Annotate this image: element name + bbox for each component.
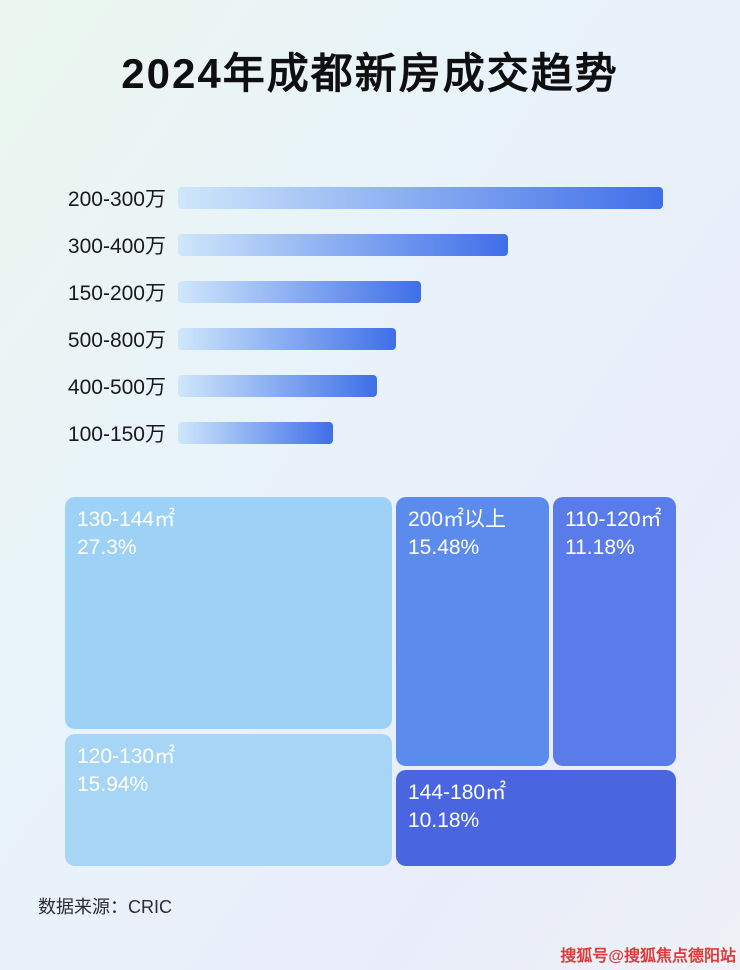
bar-row: 500-800万 — [36, 315, 706, 362]
treemap-block-110-120: 110-120㎡ 11.18% — [553, 497, 676, 766]
treemap-block-label: 144-180㎡ — [408, 781, 507, 804]
bar-category-label: 150-200万 — [67, 281, 166, 305]
bar-row: 300-400万 — [36, 221, 706, 268]
treemap-block-label: 200㎡以上 — [408, 508, 507, 531]
bar — [178, 374, 377, 397]
treemap-block-label: 110-120㎡ — [565, 508, 662, 531]
treemap-block-percent: 15.94% — [77, 773, 149, 797]
treemap-block-130-144: 130-144㎡ 27.3% — [65, 497, 392, 729]
bar-row: 100-150万 — [36, 409, 706, 456]
treemap-block-label: 130-144㎡ — [77, 508, 176, 531]
treemap-block-percent: 15.48% — [408, 536, 480, 560]
page-title: 2024年成都新房成交趋势 — [121, 50, 619, 97]
treemap-block-label: 120-130㎡ — [77, 745, 176, 768]
bar-category-label: 400-500万 — [67, 375, 166, 399]
bar — [178, 327, 396, 350]
treemap-block-120-130: 120-130㎡ 15.94% — [65, 734, 392, 866]
bar — [178, 186, 663, 209]
watermark: 搜狐号@搜狐焦点德阳站 — [560, 948, 736, 965]
treemap-block-200-plus: 200㎡以上 15.48% — [396, 497, 549, 766]
treemap-block-144-180: 144-180㎡ 10.18% — [396, 770, 676, 866]
bar-row: 200-300万 — [36, 174, 706, 221]
bar-category-label: 200-300万 — [67, 187, 166, 211]
bar-row: 150-200万 — [36, 268, 706, 315]
bar-category-label: 100-150万 — [67, 422, 166, 446]
treemap-block-percent: 27.3% — [77, 536, 137, 560]
bar — [178, 233, 508, 256]
treemap-block-percent: 11.18% — [565, 536, 635, 560]
bar-category-label: 500-800万 — [67, 328, 166, 352]
bar — [178, 421, 333, 444]
treemap-chart: 130-144㎡ 27.3% 200㎡以上 15.48% 110-120㎡ 11… — [65, 497, 676, 866]
bar-row: 400-500万 — [36, 362, 706, 409]
bar — [178, 280, 421, 303]
bar-chart: 200-300万 300-400万 150-200万 500-800万 400-500万… — [36, 174, 706, 456]
data-source-note: 数据来源：CRIC — [38, 897, 172, 917]
treemap-block-percent: 10.18% — [408, 809, 480, 833]
bar-category-label: 300-400万 — [67, 234, 166, 258]
